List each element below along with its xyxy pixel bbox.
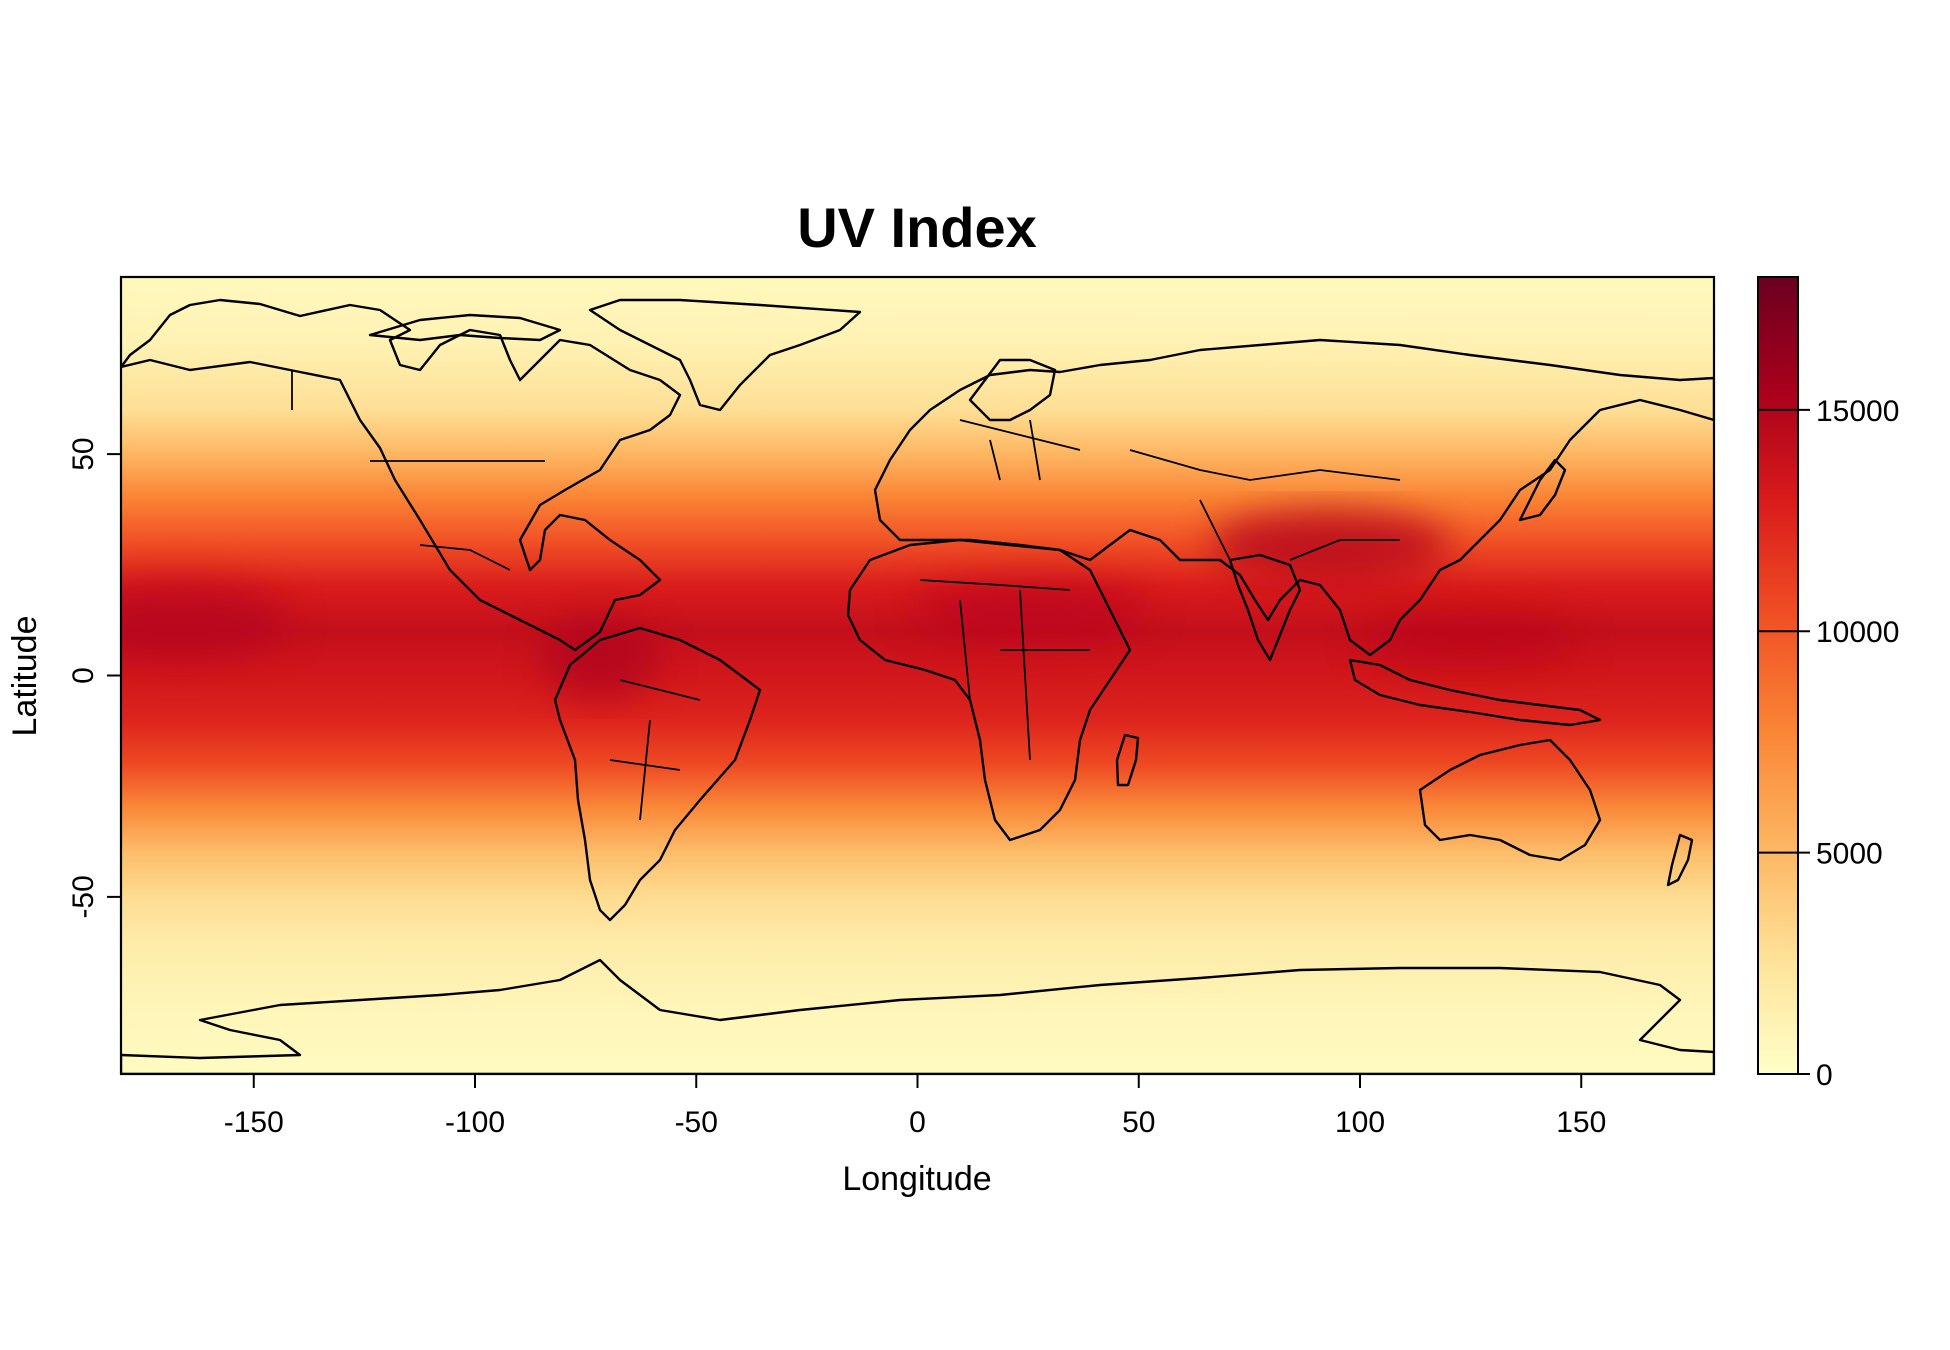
coastlines xyxy=(121,298,1714,1074)
colorbar-ticks: 0 5000 10000 15000 xyxy=(1758,395,1899,1092)
asia-borders xyxy=(1129,449,1401,561)
x-axis-title: Longitude xyxy=(842,1160,991,1198)
y-axis: -50 0 50 xyxy=(67,437,121,919)
x-tick-label: 150 xyxy=(1556,1106,1606,1139)
antarctica-outline xyxy=(121,958,1714,1074)
madagascar-outline xyxy=(1115,733,1140,787)
hotspot-andes xyxy=(540,620,660,700)
india-outline xyxy=(1228,553,1302,662)
north-america-outline xyxy=(121,298,682,652)
arctic-islands xyxy=(368,313,562,342)
y-tick-label: -50 xyxy=(67,875,100,918)
us-mexico-border xyxy=(419,544,511,571)
scandinavia-outline xyxy=(968,358,1057,422)
south-america-borders xyxy=(609,679,701,821)
hotspot-pacific xyxy=(121,580,290,660)
country-borders xyxy=(291,370,1401,821)
colorbar-tick-label: 15000 xyxy=(1816,395,1899,428)
europe-borders xyxy=(959,419,1081,481)
map-panel xyxy=(119,275,1716,1076)
new-zealand-outline xyxy=(1666,833,1694,887)
eurasia-outline xyxy=(873,338,1714,657)
colorbar-tick-label: 10000 xyxy=(1816,616,1899,649)
hotspot-maritime xyxy=(1360,610,1580,670)
x-tick-label: -50 xyxy=(675,1106,718,1139)
colorbar-gradient xyxy=(1757,276,1799,1075)
y-axis-title: Latitude xyxy=(6,616,44,737)
x-tick-label: -150 xyxy=(224,1106,284,1139)
hotspot-tibet xyxy=(1210,510,1450,580)
south-america-outline xyxy=(553,626,762,922)
indonesia-outline xyxy=(1348,658,1602,727)
x-tick-label: -100 xyxy=(445,1106,505,1139)
y-tick-label: 0 xyxy=(67,667,100,684)
hotspot-sahara xyxy=(910,580,1150,640)
chart-title: UV Index xyxy=(797,196,1037,259)
x-tick-label: 100 xyxy=(1335,1106,1385,1139)
uv-hotspots xyxy=(121,510,1580,700)
japan-outline xyxy=(1518,458,1567,522)
australia-outline xyxy=(1418,738,1602,862)
colorbar: 0 5000 10000 15000 xyxy=(1757,276,1899,1092)
colorbar-tick-label: 0 xyxy=(1816,1059,1833,1092)
x-tick-label: 0 xyxy=(909,1106,926,1139)
y-tick-label: 50 xyxy=(67,437,100,470)
x-tick-label: 50 xyxy=(1122,1106,1155,1139)
x-axis: -150 -100 -50 0 50 100 150 xyxy=(224,1074,1606,1139)
africa-borders xyxy=(919,579,1090,761)
uv-heatmap-field xyxy=(121,277,1714,1074)
greenland-outline xyxy=(588,298,862,412)
colorbar-tick-label: 5000 xyxy=(1816,838,1883,871)
